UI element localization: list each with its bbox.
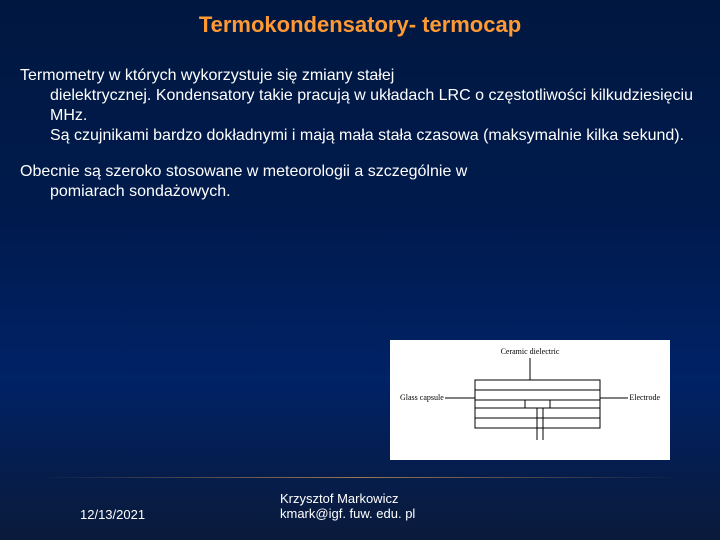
footer-divider — [40, 477, 680, 478]
diagram-label-left: Glass capsule — [400, 393, 444, 402]
para1-rest: dielektrycznej. Kondensatory takie pracu… — [20, 86, 700, 146]
paragraph-2: Obecnie są szeroko stosowane w meteorolo… — [20, 162, 700, 202]
body-text: Termometry w których wykorzystuje się zm… — [0, 66, 720, 202]
para2-rest: pomiarach sondażowych. — [20, 182, 700, 202]
para1-lead: Termometry w których wykorzystuje się zm… — [20, 67, 394, 84]
author-email: kmark@igf. fuw. edu. pl — [280, 506, 415, 522]
para2-lead: Obecnie są szeroko stosowane w meteorolo… — [20, 163, 467, 180]
diagram-label-right: Electrode — [629, 393, 660, 402]
capacitor-diagram: Ceramic dielectric Glass capsule Electro… — [390, 340, 670, 460]
diagram-label-top: Ceramic dielectric — [501, 347, 560, 356]
author-name: Krzysztof Markowicz — [280, 491, 415, 507]
footer-author: Krzysztof Markowicz kmark@igf. fuw. edu.… — [280, 491, 415, 522]
paragraph-1: Termometry w których wykorzystuje się zm… — [20, 66, 700, 146]
slide-title: Termokondensatory- termocap — [0, 0, 720, 38]
footer-date: 12/13/2021 — [80, 507, 145, 522]
